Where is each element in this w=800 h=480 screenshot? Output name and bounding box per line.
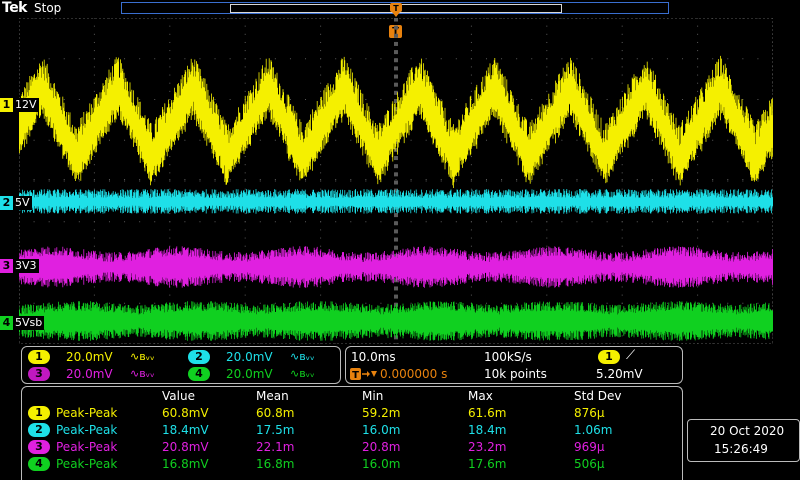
meas-header-max: Max bbox=[468, 389, 493, 403]
meas-min: 16.0m bbox=[362, 423, 401, 437]
ch2-waveform bbox=[19, 189, 773, 214]
meas-value: 18.4mV bbox=[162, 423, 209, 437]
record-length: 10k points bbox=[484, 367, 547, 381]
vertical-settings-panel[interactable]: 1 20.0mV ∿ʙᵥᵥ 2 20.0mV ∿ʙᵥᵥ 3 20.0mV ∿ʙᵥ… bbox=[21, 346, 341, 384]
meas-channel-badge: 2 bbox=[28, 423, 50, 437]
meas-type: Peak-Peak bbox=[56, 440, 118, 454]
meas-type: Peak-Peak bbox=[56, 406, 118, 420]
trigger-delay-icon: T bbox=[350, 368, 377, 380]
sample-rate: 100kS/s bbox=[484, 350, 532, 364]
meas-max: 61.6m bbox=[468, 406, 507, 420]
trigger-level[interactable]: 5.20mV bbox=[596, 367, 643, 381]
svg-text:T: T bbox=[352, 370, 359, 380]
trigger-position-top-icon[interactable]: T bbox=[389, 3, 403, 17]
ch2-marker-number: 2 bbox=[0, 196, 13, 210]
ch2-bandwidth-icon: ∿ʙᵥᵥ bbox=[290, 350, 315, 363]
ch3-badge: 3 bbox=[28, 367, 50, 381]
meas-mean: 16.8m bbox=[256, 457, 295, 471]
timebase[interactable]: 10.0ms bbox=[351, 350, 396, 364]
meas-max: 17.6m bbox=[468, 457, 507, 471]
ch1-marker-number: 1 bbox=[0, 98, 13, 112]
graticule bbox=[19, 18, 773, 344]
ch2-badge: 2 bbox=[188, 350, 210, 364]
ch2-scale[interactable]: 20.0mV bbox=[226, 350, 273, 364]
meas-header-std-dev: Std Dev bbox=[574, 389, 622, 403]
meas-header-value: Value bbox=[162, 389, 195, 403]
meas-min: 20.8m bbox=[362, 440, 401, 454]
meas-min: 16.0m bbox=[362, 457, 401, 471]
meas-header-mean: Mean bbox=[256, 389, 289, 403]
meas-value: 16.8mV bbox=[162, 457, 209, 471]
ch4-badge: 4 bbox=[188, 367, 210, 381]
meas-value: 60.8mV bbox=[162, 406, 209, 420]
ch4-label: 5Vsb bbox=[13, 316, 45, 330]
ch3-scale[interactable]: 20.0mV bbox=[66, 367, 113, 381]
ch4-marker[interactable]: 4 5Vsb bbox=[0, 316, 45, 330]
ch4-marker-number: 4 bbox=[0, 316, 13, 330]
ch1-badge: 1 bbox=[28, 350, 50, 364]
ch1-scale[interactable]: 20.0mV bbox=[66, 350, 113, 364]
meas-min: 59.2m bbox=[362, 406, 401, 420]
meas-header-min: Min bbox=[362, 389, 384, 403]
ch3-marker-number: 3 bbox=[0, 259, 13, 273]
meas-type: Peak-Peak bbox=[56, 457, 118, 471]
status-bar: Tek Stop T bbox=[0, 0, 800, 18]
meas-channel-badge: 1 bbox=[28, 406, 50, 420]
meas-std: 876µ bbox=[574, 406, 605, 420]
meas-type: Peak-Peak bbox=[56, 423, 118, 437]
ch4-scale[interactable]: 20.0mV bbox=[226, 367, 273, 381]
measurements-panel[interactable]: Value Mean Min Max Std Dev 1 Peak-Peak 60.… bbox=[21, 386, 683, 480]
trigger-position-marker[interactable]: T bbox=[389, 25, 402, 38]
ch1-label: 12V bbox=[13, 98, 39, 112]
meas-max: 23.2m bbox=[468, 440, 507, 454]
meas-channel-badge: 3 bbox=[28, 440, 50, 454]
ch1-marker[interactable]: 1 12V bbox=[0, 98, 39, 112]
ch2-marker[interactable]: 2 5V bbox=[0, 196, 32, 210]
meas-mean: 60.8m bbox=[256, 406, 295, 420]
ch4-bandwidth-icon: ∿ʙᵥᵥ bbox=[290, 367, 315, 380]
brand-logo: Tek bbox=[2, 0, 28, 16]
ch2-label: 5V bbox=[13, 196, 32, 210]
trigger-source-badge: 1 bbox=[598, 350, 620, 364]
meas-value: 20.8mV bbox=[162, 440, 209, 454]
ch3-waveform bbox=[19, 246, 773, 288]
meas-std: 1.06m bbox=[574, 423, 613, 437]
meas-channel-badge: 4 bbox=[28, 457, 50, 471]
date-display: 20 Oct 2020 bbox=[710, 424, 785, 438]
meas-mean: 17.5m bbox=[256, 423, 295, 437]
meas-std: 969µ bbox=[574, 440, 605, 454]
ch3-label: 3V3 bbox=[13, 259, 39, 273]
meas-mean: 22.1m bbox=[256, 440, 295, 454]
ch4-waveform bbox=[19, 301, 773, 341]
time-display: 15:26:49 bbox=[714, 442, 768, 456]
ch1-bandwidth-icon: ∿ʙᵥᵥ bbox=[130, 350, 155, 363]
trigger-delay[interactable]: 0.000000 s bbox=[380, 367, 448, 381]
run-state-label[interactable]: Stop bbox=[34, 1, 62, 15]
datetime-panel[interactable]: 20 Oct 2020 15:26:49 bbox=[687, 419, 800, 462]
ch1-waveform bbox=[19, 55, 773, 188]
horizontal-trigger-panel[interactable]: 10.0ms 100kS/s 1 ⟋ T 0.000000 s 10k poin… bbox=[345, 346, 683, 384]
waveform-display[interactable] bbox=[19, 18, 773, 344]
ch3-bandwidth-icon: ∿ʙᵥᵥ bbox=[130, 367, 155, 380]
waveforms bbox=[19, 55, 773, 341]
trigger-slope-icon: ⟋ bbox=[626, 348, 636, 363]
meas-std: 506µ bbox=[574, 457, 605, 471]
ch3-marker[interactable]: 3 3V3 bbox=[0, 259, 39, 273]
meas-max: 18.4m bbox=[468, 423, 507, 437]
trigger-top-text: T bbox=[393, 4, 399, 13]
